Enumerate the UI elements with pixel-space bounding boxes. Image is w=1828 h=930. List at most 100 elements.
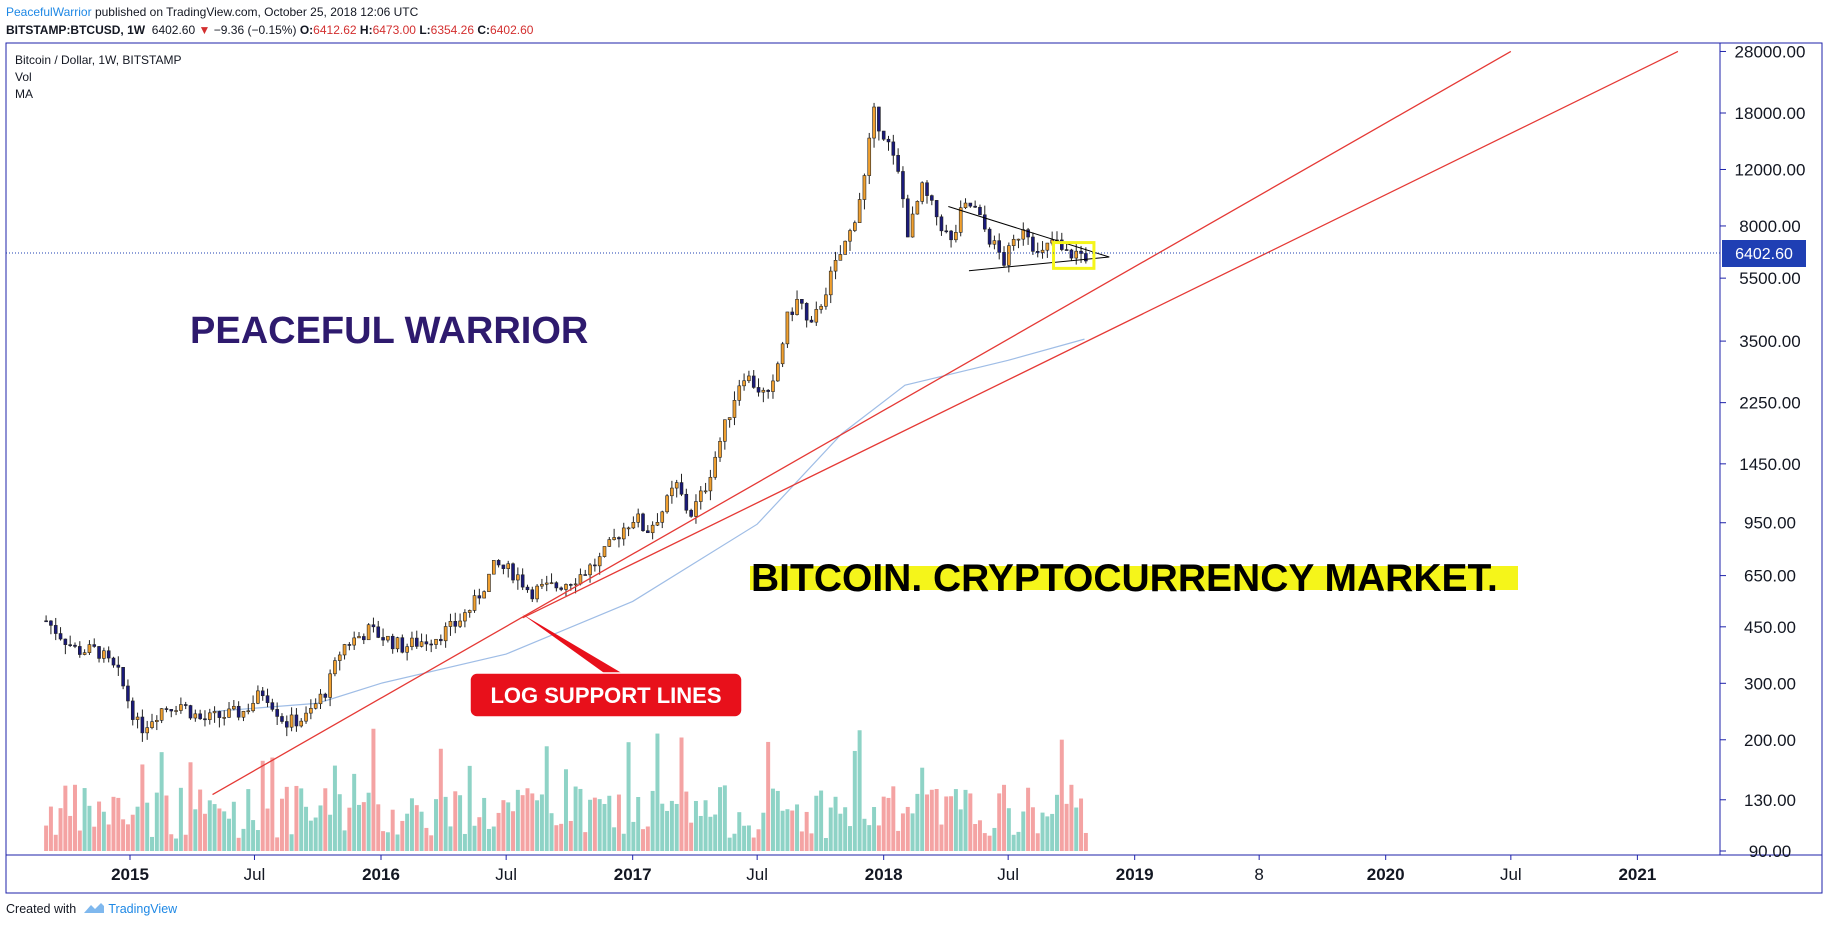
volume-bar [222, 811, 227, 851]
candle-body [126, 685, 130, 702]
candle-body [1079, 250, 1083, 254]
time-tick-label: 2017 [614, 865, 652, 884]
volume-bar [308, 820, 313, 851]
volume-bar [684, 791, 689, 851]
candle-body [891, 141, 896, 156]
volume-bar [737, 812, 742, 851]
volume-bar [125, 824, 130, 851]
candle-body [164, 708, 169, 710]
candle-body [564, 584, 568, 590]
candle-body [371, 624, 376, 628]
candle-body [236, 705, 241, 718]
candle-body [756, 387, 761, 393]
volume-bar [106, 824, 111, 851]
candle-body [193, 713, 198, 719]
candle-body [819, 305, 823, 310]
candle-body [207, 712, 212, 720]
consolidation-box [1052, 241, 1096, 270]
candle-body [597, 556, 602, 567]
candle-body [87, 644, 92, 653]
volume-bar [814, 795, 819, 851]
time-scale[interactable]: 2015 Jul 2016 Jul 2017 Jul 2018 Jul 2019 8 2020 Jul… [111, 855, 1656, 884]
volume-bar [496, 812, 501, 851]
current-price-label: 6402.60 [1735, 246, 1793, 263]
candle-body [992, 240, 997, 245]
volume-bar [130, 814, 135, 851]
candle-body [116, 664, 121, 668]
chart-header: PeacefulWarrior published on TradingView… [6, 3, 533, 39]
volume-bar [790, 810, 795, 851]
candle-body [424, 641, 429, 645]
candle-body [520, 574, 525, 588]
time-tick-label: 2015 [111, 865, 149, 884]
price-scale[interactable]: 28000.00 18000.00 12000.00 8000.00 5500.00 35… [1720, 42, 1805, 861]
candle-body [665, 495, 669, 513]
close-label: C: [477, 23, 491, 37]
candle-body [150, 721, 154, 728]
volume-bar [520, 795, 525, 851]
candle-body [405, 646, 409, 653]
candle-body [848, 230, 852, 242]
volume-bar [953, 789, 958, 851]
current-price-tag [1722, 240, 1806, 267]
volume-bar [174, 838, 179, 851]
market-annotation: BITCOIN. CRYPTOCURRENCY MARKET. [751, 557, 1498, 600]
time-tick-label: 2021 [1618, 865, 1656, 884]
volume-bar [183, 834, 188, 851]
candle-body [602, 546, 607, 557]
volume-bars [44, 728, 1088, 851]
candle-body [299, 720, 304, 727]
volume-bar [785, 809, 790, 851]
candle-body [222, 717, 227, 719]
candle-body [217, 711, 222, 718]
candle-body [809, 319, 814, 323]
candle-body [357, 636, 361, 639]
candle-body [535, 585, 539, 600]
volume-bar [987, 835, 992, 851]
volume-bar [819, 790, 824, 851]
candle-body [188, 705, 193, 719]
ma-line [212, 338, 1085, 713]
candlesticks[interactable] [44, 102, 1088, 742]
volume-bar [852, 750, 857, 851]
candle-body [607, 539, 612, 547]
candle-body [905, 198, 910, 238]
volume-bar [713, 814, 718, 851]
candle-body [1026, 229, 1030, 238]
candle-body [82, 652, 87, 655]
volume-bar [934, 788, 939, 851]
price-tick-label: 130.00 [1744, 791, 1796, 810]
candle-body [198, 713, 202, 720]
volume-bar [597, 799, 602, 851]
candle-body [593, 564, 597, 567]
volume-bar [751, 837, 756, 851]
candle-body [174, 710, 178, 712]
candle-body [1016, 238, 1021, 241]
candle-body [708, 476, 713, 492]
volume-bar [708, 816, 713, 851]
volume-bar [1026, 787, 1031, 851]
author-link[interactable]: PeacefulWarrior [6, 5, 92, 19]
candle-body [328, 673, 332, 698]
chart-frame [5, 42, 1823, 894]
candle-body [694, 501, 698, 517]
candle-body [877, 106, 881, 132]
volume-bar [270, 757, 275, 851]
volume-bar [746, 825, 751, 851]
volume-bar [539, 794, 544, 851]
volume-bar [1074, 807, 1079, 851]
candle-body [366, 624, 371, 641]
candle-body [1002, 252, 1006, 266]
volume-bar [626, 742, 631, 851]
volume-bar [77, 830, 82, 851]
footer-brand[interactable]: TradingView [108, 902, 178, 916]
volume-bar [255, 830, 260, 851]
candle-body [386, 635, 390, 641]
volume-bar [823, 837, 828, 851]
candle-body [997, 240, 1002, 253]
candle-body [525, 586, 530, 591]
volume-bar [968, 793, 973, 851]
candle-body [698, 490, 703, 502]
volume-bar [361, 802, 366, 851]
